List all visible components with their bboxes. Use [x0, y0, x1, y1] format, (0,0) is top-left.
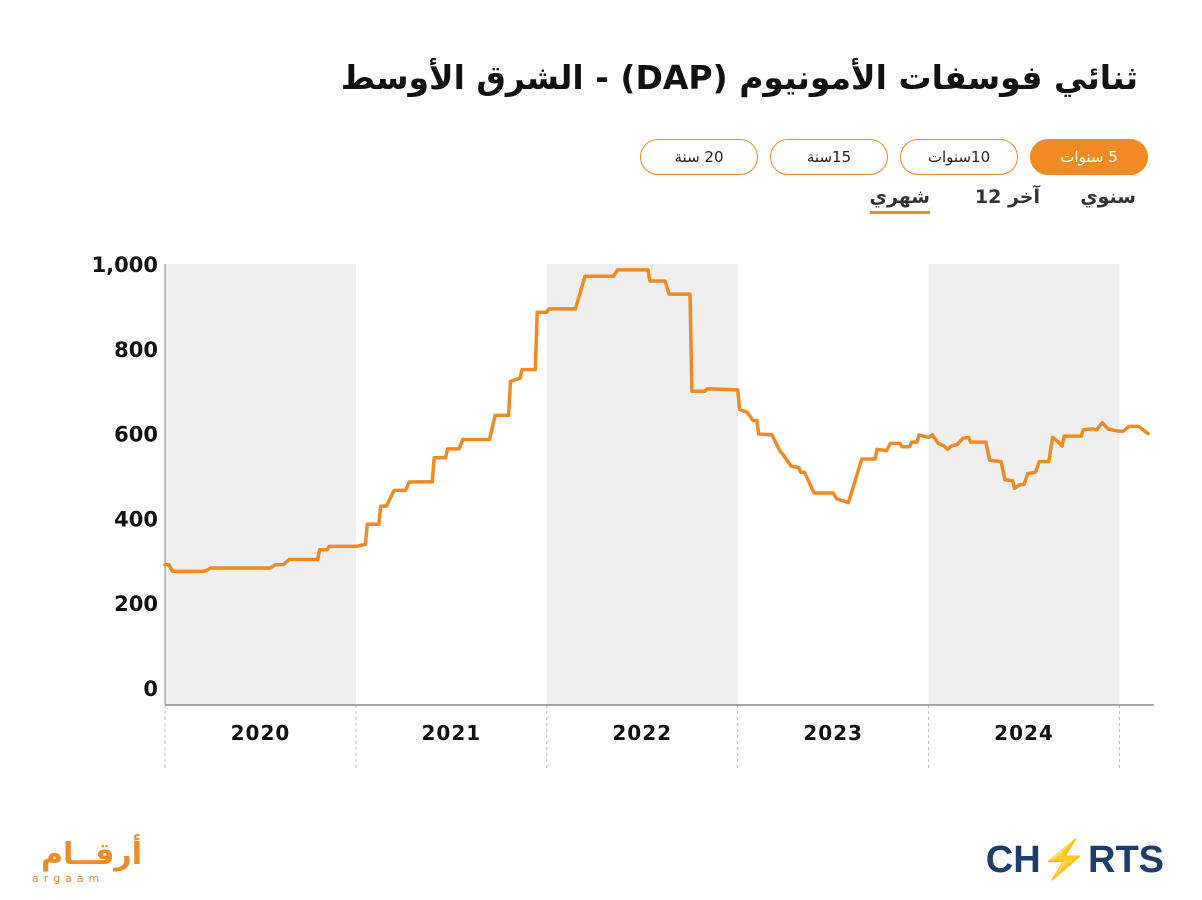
y-tick-label: 200	[114, 592, 158, 616]
y-tick-label: 400	[114, 507, 158, 531]
charts-logo: CH⚡RTS	[986, 838, 1164, 882]
range-10-years-button[interactable]: 10سنوات	[900, 139, 1018, 175]
year-band-2020	[165, 264, 356, 705]
argaam-logo: أرقــام argaam	[32, 840, 142, 888]
y-tick-label: 800	[114, 338, 158, 362]
tab-monthly[interactable]: شهري	[869, 186, 930, 214]
argaam-logo-arabic: أرقــام	[41, 837, 142, 872]
x-tick-label: 2023	[803, 721, 863, 745]
tab-yearly[interactable]: سنوي	[1080, 186, 1136, 208]
period-tabs: سنوي آخر 12 شهري	[836, 186, 1136, 226]
x-tick-label: 2020	[231, 721, 291, 745]
range-15-years-button[interactable]: 15سنة	[770, 139, 888, 175]
x-tick-label: 2021	[422, 721, 482, 745]
tab-last-12[interactable]: آخر 12	[974, 186, 1040, 208]
argaam-logo-latin: argaam	[32, 872, 105, 885]
series-line-0	[163, 268, 1150, 574]
x-tick-label: 2022	[612, 721, 672, 745]
y-tick-label: 0	[143, 677, 158, 701]
charts-logo-bolt-icon: ⚡	[1040, 839, 1088, 881]
x-tick-label: 2024	[994, 721, 1054, 745]
y-tick-label: 600	[114, 423, 158, 447]
year-band-2022	[546, 264, 738, 705]
range-selector: 5 سنوات 10سنوات 15سنة 20 سنة	[640, 139, 1148, 175]
price-line-chart: 0 200 400 600 800 1,000 2020 2021 2022 2023 2024	[92, 253, 1154, 770]
y-tick-label: 1,000	[92, 253, 158, 277]
charts-logo-part-b: RTS	[1088, 839, 1164, 881]
range-20-years-button[interactable]: 20 سنة	[640, 139, 758, 175]
range-5-years-button[interactable]: 5 سنوات	[1030, 139, 1148, 175]
charts-logo-part-a: CH	[985, 839, 1041, 881]
chart-title: ثنائي فوسفات الأمونيوم (DAP) - الشرق الأ…	[340, 58, 1138, 97]
